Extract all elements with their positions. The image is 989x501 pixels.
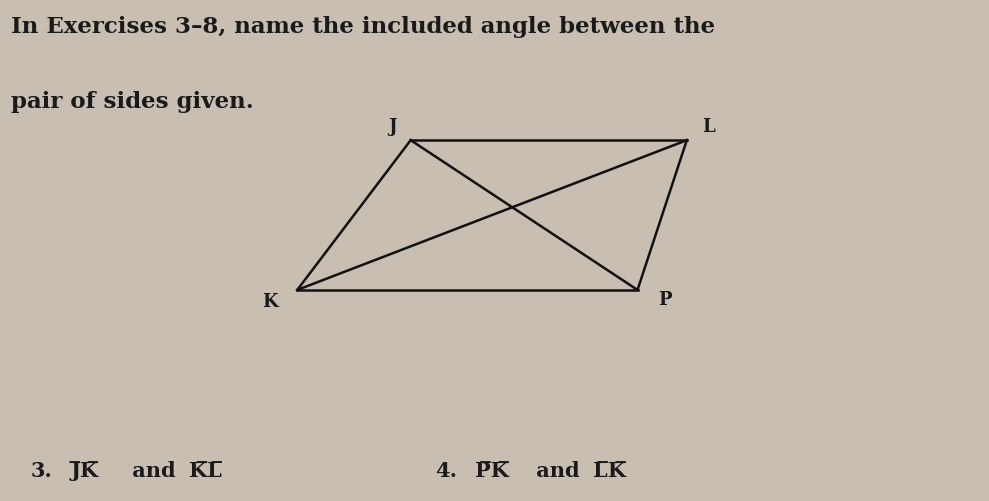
Text: 3.: 3. bbox=[31, 460, 52, 479]
Text: L: L bbox=[702, 118, 715, 136]
Text: L̅K̅: L̅K̅ bbox=[593, 460, 626, 479]
Text: and: and bbox=[125, 460, 183, 479]
Text: P̅K̅: P̅K̅ bbox=[475, 460, 508, 479]
Text: pair of sides given.: pair of sides given. bbox=[11, 91, 254, 113]
Text: J̅K̅: J̅K̅ bbox=[70, 460, 99, 479]
Text: In Exercises 3–8, name the included angle between the: In Exercises 3–8, name the included angl… bbox=[11, 17, 715, 38]
Text: K̅L̅: K̅L̅ bbox=[189, 460, 222, 479]
Text: and: and bbox=[529, 460, 586, 479]
Text: K: K bbox=[262, 293, 278, 310]
Text: P: P bbox=[659, 291, 672, 308]
Text: 4.: 4. bbox=[435, 460, 457, 479]
Text: J: J bbox=[389, 118, 398, 136]
